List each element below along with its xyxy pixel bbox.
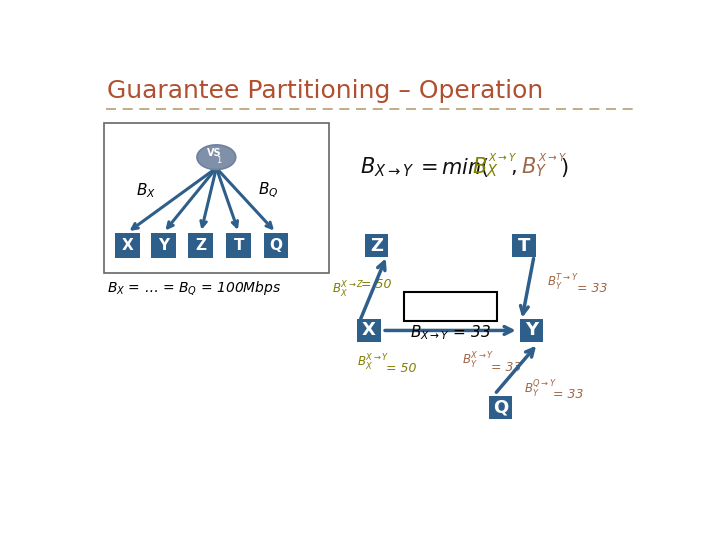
Text: $= min($: $= min($: [415, 156, 489, 179]
Bar: [151, 233, 176, 258]
Text: $B_Y^{Q{\rightarrow}Y}$: $B_Y^{Q{\rightarrow}Y}$: [524, 378, 557, 399]
Text: = 33: = 33: [554, 388, 584, 401]
Text: $B_Y^{X{\rightarrow}Y}$: $B_Y^{X{\rightarrow}Y}$: [462, 351, 494, 372]
Text: = 33: = 33: [577, 282, 607, 295]
Bar: [189, 233, 213, 258]
Text: Y: Y: [525, 321, 539, 340]
Text: X: X: [122, 238, 133, 253]
Bar: [357, 319, 381, 342]
Text: = 33: = 33: [492, 361, 522, 374]
Bar: [264, 233, 289, 258]
Text: T: T: [518, 237, 530, 255]
Text: $B_X^{X{\rightarrow}Y}$: $B_X^{X{\rightarrow}Y}$: [357, 353, 390, 373]
Text: $B_X$: $B_X$: [472, 156, 499, 179]
Text: $,$: $,$: [510, 157, 517, 177]
Text: $B_X$: $B_X$: [136, 181, 156, 200]
Bar: [489, 396, 513, 419]
Text: $X{\rightarrow}Y$: $X{\rightarrow}Y$: [488, 151, 518, 163]
Text: Guarantee Partitioning – Operation: Guarantee Partitioning – Operation: [107, 79, 544, 103]
Text: VS: VS: [207, 148, 221, 158]
Text: $B_X$ = … = $B_Q$ = 100Mbps: $B_X$ = … = $B_Q$ = 100Mbps: [107, 279, 282, 297]
Bar: [520, 319, 544, 342]
Ellipse shape: [197, 145, 235, 170]
Text: $X{\rightarrow}Y$: $X{\rightarrow}Y$: [538, 151, 567, 163]
Text: Y: Y: [158, 238, 169, 253]
Text: $B_Y^{T{\rightarrow}Y}$: $B_Y^{T{\rightarrow}Y}$: [547, 273, 579, 293]
Text: 1: 1: [216, 156, 221, 165]
FancyBboxPatch shape: [404, 292, 497, 321]
Text: $B_Q$: $B_Q$: [258, 181, 279, 200]
Text: T: T: [233, 238, 244, 253]
Text: = 50: = 50: [386, 362, 417, 375]
Text: $B_{X{\rightarrow}Y}$: $B_{X{\rightarrow}Y}$: [360, 156, 414, 179]
Bar: [365, 234, 388, 257]
Bar: [104, 123, 329, 273]
Text: Z: Z: [195, 238, 207, 253]
Text: = 50: = 50: [361, 278, 392, 291]
Text: $B_X^{X{\rightarrow}Z}$: $B_X^{X{\rightarrow}Z}$: [332, 280, 364, 300]
Text: Q: Q: [269, 238, 282, 253]
Text: $B_{X{\rightarrow}Y}$ = 33: $B_{X{\rightarrow}Y}$ = 33: [410, 323, 491, 342]
Bar: [513, 234, 536, 257]
Text: $B_Y$: $B_Y$: [521, 156, 547, 179]
Text: X: X: [362, 321, 376, 340]
Text: $)$: $)$: [559, 156, 568, 179]
Bar: [114, 233, 140, 258]
Text: Z: Z: [370, 237, 383, 255]
Text: Q: Q: [493, 399, 508, 416]
Bar: [226, 233, 251, 258]
